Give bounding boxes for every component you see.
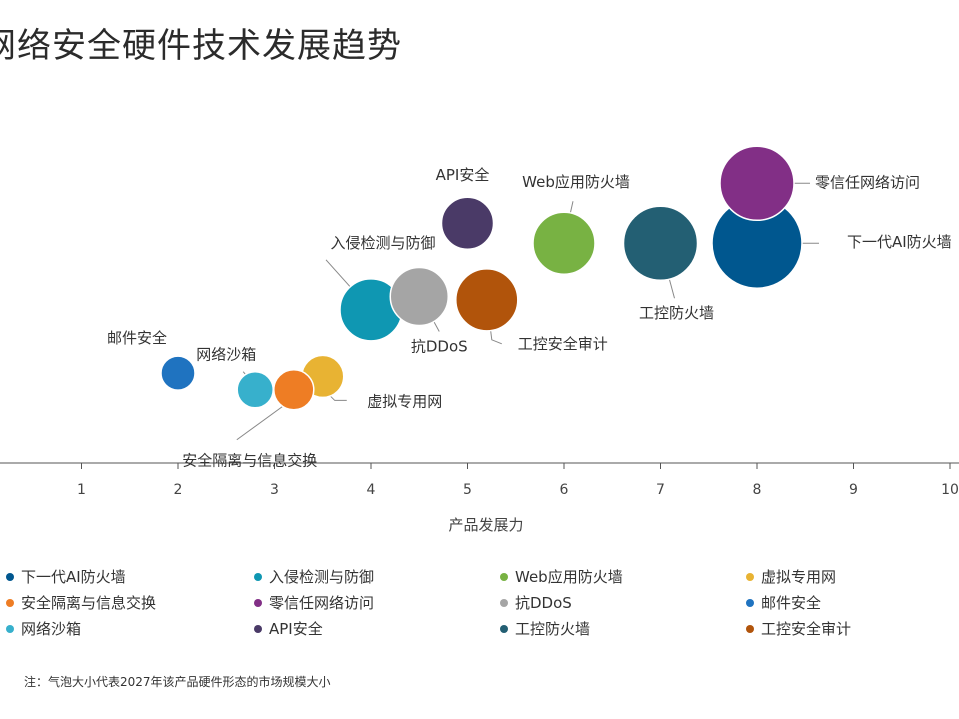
bubble-12 [455, 268, 519, 332]
x-tick-label: 1 [77, 482, 86, 498]
x-tick-label: 3 [270, 482, 279, 498]
legend-label: 邮件安全 [761, 594, 822, 612]
legend-swatch [6, 598, 14, 607]
bubble-label: API安全 [436, 166, 490, 184]
bubble-label: 邮件安全 [107, 329, 167, 347]
legend-label: 网络沙箱 [21, 620, 82, 638]
legend-item: 工控安全审计 [746, 618, 851, 639]
x-tick-label: 4 [367, 482, 376, 498]
x-tick-label: 5 [463, 482, 472, 498]
legend-swatch [6, 572, 14, 581]
legend-item: Web应用防火墙 [500, 566, 623, 587]
bubble-8 [160, 355, 196, 391]
bubble-3 [532, 211, 596, 275]
bubble-10 [440, 196, 495, 250]
bubble-label: 下一代AI防火墙 [847, 233, 952, 251]
legend-item: 网络沙箱 [6, 618, 81, 639]
bubble-label: 零信任网络访问 [815, 173, 920, 191]
legend-item: 工控防火墙 [500, 618, 590, 639]
bubble-5 [273, 368, 315, 411]
chart-note: 注：气泡大小代表2027年该产品硬件形态的市场规模大小 [24, 675, 331, 689]
legend-swatch [254, 598, 262, 607]
legend-item: 入侵检测与防御 [254, 566, 374, 587]
legend-swatch [6, 624, 14, 633]
bubble-label: 入侵检测与防御 [330, 234, 435, 252]
legend-label: 入侵检测与防御 [269, 568, 375, 586]
bubble-label: 虚拟专用网 [367, 392, 442, 410]
x-tick-label: 10 [941, 482, 959, 498]
bubble-label: 抗DDoS [411, 338, 468, 356]
legend-swatch [746, 572, 754, 581]
bubble-label: 网络沙箱 [196, 346, 256, 364]
legend-label: 安全隔离与信息交换 [21, 594, 157, 612]
legend-swatch [254, 624, 262, 633]
bubble-6 [719, 145, 795, 222]
bubble-label: 工控安全审计 [518, 335, 608, 353]
legend-label: 抗DDoS [515, 594, 572, 612]
legend-item: 零信任网络访问 [254, 592, 374, 613]
bubble-9 [236, 370, 274, 409]
legend-item: 安全隔离与信息交换 [6, 592, 156, 613]
bubble-label: 工控防火墙 [639, 304, 714, 322]
legend-label: 工控安全审计 [761, 620, 852, 638]
legend-swatch [254, 572, 262, 581]
legend-item: 虚拟专用网 [746, 566, 836, 587]
bubble-label: 安全隔离与信息交换 [182, 452, 317, 470]
legend-item: 邮件安全 [746, 592, 821, 613]
legend-label: 虚拟专用网 [761, 568, 837, 586]
chart-title: 网络安全硬件技术发展趋势 [0, 26, 402, 66]
x-tick-label: 9 [849, 482, 858, 498]
x-tick-label: 2 [174, 482, 183, 498]
x-axis-title: 产品发展力 [448, 516, 523, 534]
legend-swatch [500, 624, 508, 633]
legend-label: 零信任网络访问 [269, 594, 375, 612]
bubble-7 [389, 266, 449, 327]
x-tick-label: 8 [753, 482, 762, 498]
bubble-11 [622, 205, 699, 281]
x-tick-label: 7 [656, 482, 665, 498]
legend-label: 下一代AI防火墙 [21, 568, 126, 586]
legend-swatch [746, 598, 754, 607]
legend-label: Web应用防火墙 [515, 568, 623, 586]
legend-label: 工控防火墙 [515, 620, 591, 638]
bubble-label: Web应用防火墙 [522, 173, 630, 191]
legend-item: 抗DDoS [500, 592, 572, 613]
legend-item: 下一代AI防火墙 [6, 566, 126, 587]
legend-item: API安全 [254, 618, 323, 639]
legend-swatch [746, 624, 754, 633]
legend-swatch [500, 572, 508, 581]
x-tick-label: 6 [560, 482, 569, 498]
legend-swatch [500, 598, 508, 607]
legend-label: API安全 [269, 620, 323, 638]
